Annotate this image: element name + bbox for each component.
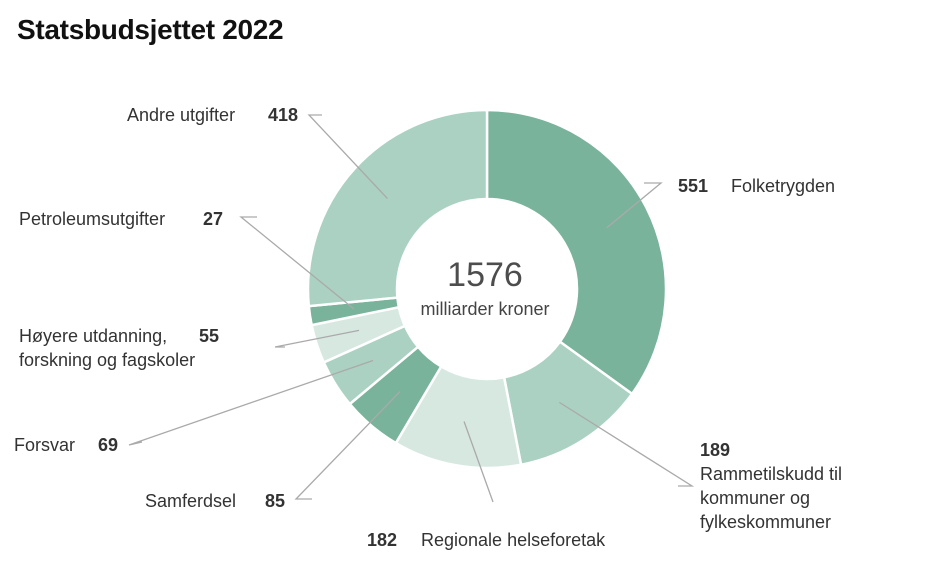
slice-label-andre: Andre utgifter [127,105,235,125]
value-label-andre: 418 [268,105,298,125]
slice-label-samferdsel: Samferdsel [145,491,236,511]
leader-lines [128,114,695,503]
slice-label-rammetilskudd-line2: kommuner og [700,488,810,508]
leader-line-regionale-helseforetak [463,421,494,503]
leader-line-forsvar [128,359,374,446]
slice-label-helseforetak: Regionale helseforetak [421,530,606,550]
slice-andre-utgifter [306,108,489,308]
leader-line-samferdsel [294,391,401,500]
value-label-helseforetak: 182 [367,530,397,550]
slice-label-rammetilskudd-line3: fylkeskommuner [700,512,831,532]
leader-line-petroleumsutgifter [239,216,355,310]
slice-label-petroleum: Petroleumsutgifter [19,209,165,229]
value-label-rammetilskudd: 189 [700,440,730,460]
slice-folketrygden [485,108,668,396]
value-label-samferdsel: 85 [265,491,285,511]
center-unit: milliarder kroner [420,299,549,319]
slice-label-rammetilskudd-line1: Rammetilskudd til [700,464,842,484]
leader-line-h-yere-utdanning-forskning-og-fagskoler [274,329,360,348]
slice-label-forsvar: Forsvar [14,435,75,455]
value-label-petroleum: 27 [203,209,223,229]
slice-label-hoyere-line1: Høyere utdanning, [19,326,167,346]
slice-label-folketrygden: Folketrygden [731,176,835,196]
value-label-hoyere: 55 [199,326,219,346]
value-label-forsvar: 69 [98,435,118,455]
chart-title: Statsbudsjettet 2022 [17,14,284,45]
value-label-folketrygden: 551 [678,176,708,196]
center-total: 1576 [447,256,523,294]
leader-line-folketrygden [606,182,663,229]
leader-line-andre-utgifter [307,114,388,199]
leader-line-rammetilskudd-til-kommuner-og-fylkeskommuner [559,401,695,487]
slice-label-hoyere-line2: forskning og fagskoler [19,350,195,370]
